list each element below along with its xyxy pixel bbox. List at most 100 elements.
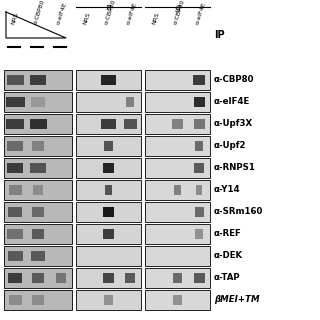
Bar bbox=[76, 158, 141, 178]
Text: NRS: NRS bbox=[82, 11, 91, 25]
Bar bbox=[32, 141, 44, 151]
Bar bbox=[101, 75, 116, 85]
Text: α-Upf3X: α-Upf3X bbox=[214, 119, 253, 129]
Bar bbox=[7, 229, 23, 239]
Bar bbox=[145, 92, 210, 112]
Bar bbox=[9, 295, 21, 305]
Bar bbox=[76, 202, 141, 222]
Bar bbox=[145, 70, 210, 90]
Bar bbox=[6, 97, 25, 107]
Bar bbox=[124, 119, 137, 129]
Bar bbox=[76, 224, 141, 244]
Bar bbox=[145, 202, 210, 222]
Bar bbox=[4, 70, 72, 90]
Text: α-eIF4E: α-eIF4E bbox=[56, 1, 68, 25]
Bar bbox=[4, 136, 72, 156]
Bar bbox=[32, 207, 44, 217]
Text: α-CBP80: α-CBP80 bbox=[33, 0, 46, 25]
Bar bbox=[4, 158, 72, 178]
Bar bbox=[194, 119, 204, 129]
Text: α-CBP80: α-CBP80 bbox=[173, 0, 186, 25]
Bar bbox=[7, 163, 23, 173]
Text: α-TAP: α-TAP bbox=[214, 274, 241, 283]
Bar bbox=[32, 295, 44, 305]
Bar bbox=[76, 268, 141, 288]
Text: α-REF: α-REF bbox=[214, 229, 242, 238]
Bar bbox=[8, 273, 22, 283]
Bar bbox=[145, 158, 210, 178]
Bar bbox=[173, 295, 182, 305]
Bar bbox=[4, 290, 72, 310]
Text: α-Y14: α-Y14 bbox=[214, 186, 241, 195]
Bar bbox=[8, 207, 22, 217]
Bar bbox=[7, 75, 24, 85]
Bar bbox=[4, 114, 72, 134]
Text: IP: IP bbox=[214, 30, 225, 40]
Text: α-SRm160: α-SRm160 bbox=[214, 207, 263, 217]
Bar bbox=[4, 268, 72, 288]
Bar bbox=[195, 229, 203, 239]
Bar bbox=[4, 246, 72, 266]
Bar bbox=[76, 70, 141, 90]
Bar bbox=[103, 163, 114, 173]
Text: n: n bbox=[105, 3, 112, 12]
Bar bbox=[31, 251, 45, 261]
Text: βMEI+TM: βMEI+TM bbox=[214, 295, 260, 305]
Text: α-CBP80: α-CBP80 bbox=[104, 0, 117, 25]
Bar bbox=[76, 290, 141, 310]
Bar bbox=[76, 114, 141, 134]
Bar bbox=[104, 141, 113, 151]
Bar bbox=[76, 180, 141, 200]
Bar bbox=[195, 207, 204, 217]
Bar bbox=[145, 180, 210, 200]
Bar bbox=[193, 75, 205, 85]
Bar bbox=[76, 136, 141, 156]
Bar bbox=[6, 119, 24, 129]
Bar bbox=[4, 202, 72, 222]
Text: α-DEK: α-DEK bbox=[214, 252, 243, 260]
Bar bbox=[145, 268, 210, 288]
Bar bbox=[104, 295, 113, 305]
Text: α-Upf2: α-Upf2 bbox=[214, 141, 246, 150]
Bar bbox=[9, 185, 21, 195]
Text: NRS: NRS bbox=[11, 11, 19, 25]
Bar bbox=[194, 163, 204, 173]
Polygon shape bbox=[6, 12, 66, 38]
Bar bbox=[102, 207, 115, 217]
Bar bbox=[31, 97, 45, 107]
Text: α-eIF4E: α-eIF4E bbox=[125, 1, 138, 25]
Bar bbox=[4, 224, 72, 244]
Text: NRS: NRS bbox=[151, 11, 160, 25]
Text: α-eIF4E: α-eIF4E bbox=[214, 98, 250, 107]
Bar bbox=[30, 75, 46, 85]
Text: α-RNPS1: α-RNPS1 bbox=[214, 164, 256, 172]
Bar bbox=[194, 273, 205, 283]
Bar bbox=[126, 97, 134, 107]
Bar bbox=[4, 92, 72, 112]
Bar bbox=[172, 119, 183, 129]
Bar bbox=[32, 273, 44, 283]
Text: α-eIF4E: α-eIF4E bbox=[195, 1, 206, 25]
Text: α-CBP80: α-CBP80 bbox=[214, 76, 254, 84]
Bar bbox=[8, 251, 23, 261]
Bar bbox=[145, 224, 210, 244]
Bar bbox=[145, 246, 210, 266]
Bar bbox=[30, 163, 46, 173]
Bar bbox=[196, 185, 203, 195]
Bar bbox=[103, 229, 114, 239]
Bar bbox=[125, 273, 135, 283]
Bar bbox=[195, 141, 203, 151]
Bar bbox=[145, 136, 210, 156]
Bar bbox=[174, 185, 181, 195]
Bar bbox=[172, 273, 182, 283]
Bar bbox=[101, 119, 116, 129]
Bar bbox=[105, 185, 112, 195]
Bar bbox=[33, 185, 43, 195]
Bar bbox=[56, 273, 66, 283]
Bar bbox=[4, 180, 72, 200]
Bar bbox=[145, 114, 210, 134]
Bar bbox=[76, 92, 141, 112]
Bar bbox=[103, 273, 114, 283]
Bar bbox=[29, 119, 46, 129]
Text: g: g bbox=[174, 3, 180, 12]
